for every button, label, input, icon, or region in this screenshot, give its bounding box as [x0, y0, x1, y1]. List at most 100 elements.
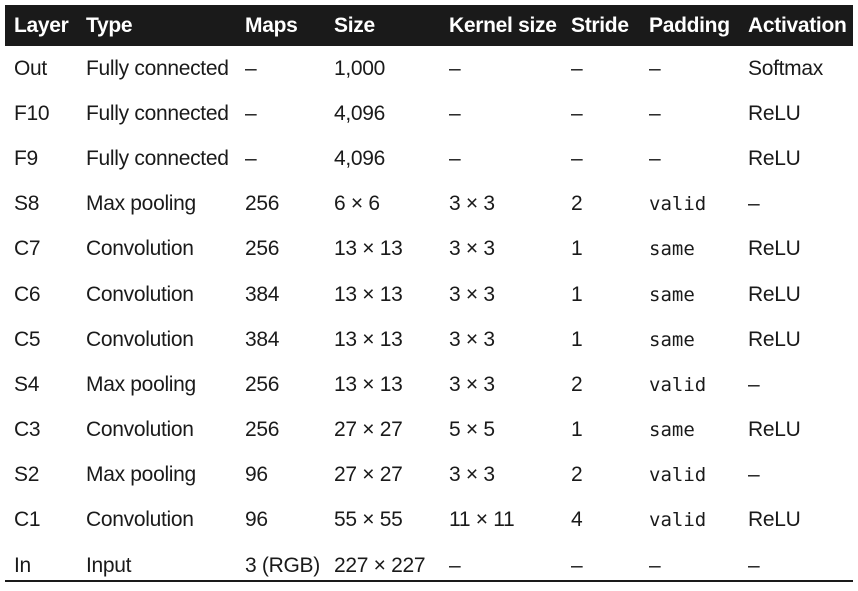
- cell-padding: valid: [649, 193, 707, 216]
- table-header: Layer Type Maps Size Kernel size Stride …: [5, 5, 853, 46]
- cell-kernel-size: 5 × 5: [449, 418, 495, 442]
- cell-size: 4,096: [334, 101, 386, 125]
- column-header-stride: Stride: [571, 13, 629, 37]
- cell-stride: 2: [571, 463, 583, 487]
- table-body: Out Fully connected –1,000– – – Softmax F10 Ful…: [5, 46, 853, 588]
- cell-stride: –: [571, 146, 583, 170]
- cell-layer: Out: [14, 56, 47, 80]
- cell-maps: 384: [245, 327, 280, 351]
- cell-padding: –: [649, 553, 661, 577]
- cell-size: 13 × 13: [334, 327, 403, 351]
- table-row: C5 Convolution 384 13 × 13 3 × 3 1 same ReLU: [5, 317, 853, 362]
- cell-maps: –: [245, 146, 257, 170]
- cell-stride: 1: [571, 418, 583, 442]
- cell-layer: C7: [14, 237, 41, 261]
- column-header-activation: Activation: [748, 13, 847, 37]
- cell-size: 4,096: [334, 146, 386, 170]
- cell-stride: –: [571, 101, 583, 125]
- cell-kernel-size: 3 × 3: [449, 237, 495, 261]
- cell-padding: valid: [649, 373, 707, 396]
- cell-maps: –: [245, 101, 257, 125]
- table-row: S2 Max pooling 96 27 × 27 3 × 3 2 valid –: [5, 453, 853, 498]
- cell-type: Convolution: [86, 327, 194, 351]
- cell-activation: –: [748, 553, 760, 577]
- cell-kernel-size: 11 × 11: [449, 508, 515, 532]
- cell-stride: 2: [571, 372, 583, 396]
- table-row: C3 Convolution 256 27 × 27 5 × 5 1 same ReLU: [5, 408, 853, 453]
- cell-activation: ReLU: [748, 508, 801, 532]
- table-row: S8 Max pooling 256 6 × 6 3 × 3 2 valid –: [5, 182, 853, 227]
- table-row: C6 Convolution 384 13 × 13 3 × 3 1 same ReLU: [5, 272, 853, 317]
- cell-stride: –: [571, 553, 583, 577]
- cell-type: Convolution: [86, 282, 194, 306]
- cell-size: 1,000: [334, 56, 386, 80]
- architecture-table: Layer Type Maps Size Kernel size Stride …: [5, 5, 853, 588]
- cell-type: Max pooling: [86, 192, 196, 216]
- cell-padding: –: [649, 146, 661, 170]
- cell-maps: –: [245, 56, 257, 80]
- cell-type: Fully connected: [86, 146, 229, 170]
- cell-layer: C1: [14, 508, 41, 532]
- cell-layer: S8: [14, 192, 40, 216]
- cell-padding: valid: [649, 464, 707, 487]
- cell-maps: 3 (RGB): [245, 553, 320, 577]
- cell-stride: 2: [571, 192, 583, 216]
- table-row: Out Fully connected –1,000– – – Softmax: [5, 46, 853, 91]
- cell-type: Fully connected: [86, 56, 229, 80]
- cell-maps: 256: [245, 372, 280, 396]
- cell-layer: C6: [14, 282, 41, 306]
- cell-activation: ReLU: [748, 327, 801, 351]
- cell-stride: 1: [571, 327, 583, 351]
- table-row: S4 Max pooling 256 13 × 13 3 × 3 2 valid –: [5, 362, 853, 407]
- cell-size: 6 × 6: [334, 192, 380, 216]
- cell-stride: 1: [571, 237, 583, 261]
- cell-activation: ReLU: [748, 418, 801, 442]
- cell-maps: 256: [245, 237, 280, 261]
- cell-activation: ReLU: [748, 282, 801, 306]
- cell-kernel-size: 3 × 3: [449, 327, 495, 351]
- cell-padding: –: [649, 101, 661, 125]
- cell-size: 13 × 13: [334, 237, 403, 261]
- architecture-table-container: Layer Type Maps Size Kernel size Stride …: [5, 5, 853, 588]
- column-header-maps: Maps: [245, 13, 298, 37]
- cell-layer: C5: [14, 327, 41, 351]
- cell-activation: ReLU: [748, 237, 801, 261]
- cell-type: Max pooling: [86, 372, 196, 396]
- cell-layer: F10: [14, 101, 50, 125]
- cell-maps: 96: [245, 463, 268, 487]
- cell-layer: F9: [14, 146, 38, 170]
- cell-padding: same: [649, 283, 695, 306]
- cell-size: 27 × 27: [334, 463, 403, 487]
- cell-activation: –: [748, 372, 760, 396]
- cell-activation: Softmax: [748, 56, 823, 80]
- table-row: C7 Convolution 256 13 × 13 3 × 3 1 same ReLU: [5, 227, 853, 272]
- cell-kernel-size: 3 × 3: [449, 282, 495, 306]
- cell-activation: –: [748, 463, 760, 487]
- cell-type: Convolution: [86, 508, 194, 532]
- cell-kernel-size: –: [449, 56, 461, 80]
- cell-kernel-size: 3 × 3: [449, 372, 495, 396]
- cell-maps: 384: [245, 282, 280, 306]
- column-header-padding: Padding: [649, 13, 730, 37]
- cell-padding: same: [649, 419, 695, 442]
- cell-stride: 4: [571, 508, 583, 532]
- table-row: F9 Fully connected –4,096– – – ReLU: [5, 136, 853, 181]
- cell-maps: 256: [245, 192, 280, 216]
- cell-padding: –: [649, 56, 661, 80]
- cell-type: Input: [86, 553, 132, 577]
- header-row: Layer Type Maps Size Kernel size Stride …: [5, 5, 853, 46]
- table-row: C1 Convolution 96 55 × 55 11 × 11 4 valid ReLU: [5, 498, 853, 543]
- cell-stride: –: [571, 56, 583, 80]
- bottom-rule: [5, 580, 853, 582]
- cell-kernel-size: –: [449, 146, 461, 170]
- cell-activation: –: [748, 192, 760, 216]
- cell-type: Convolution: [86, 237, 194, 261]
- cell-layer: S2: [14, 463, 40, 487]
- cell-activation: ReLU: [748, 101, 801, 125]
- cell-type: Fully connected: [86, 101, 229, 125]
- cell-padding: valid: [649, 509, 707, 532]
- cell-size: 227 × 227: [334, 553, 426, 577]
- table-row: In Input 3 (RGB) 227 × 227– – – –: [5, 543, 853, 588]
- cell-kernel-size: –: [449, 101, 461, 125]
- cell-padding: same: [649, 238, 695, 261]
